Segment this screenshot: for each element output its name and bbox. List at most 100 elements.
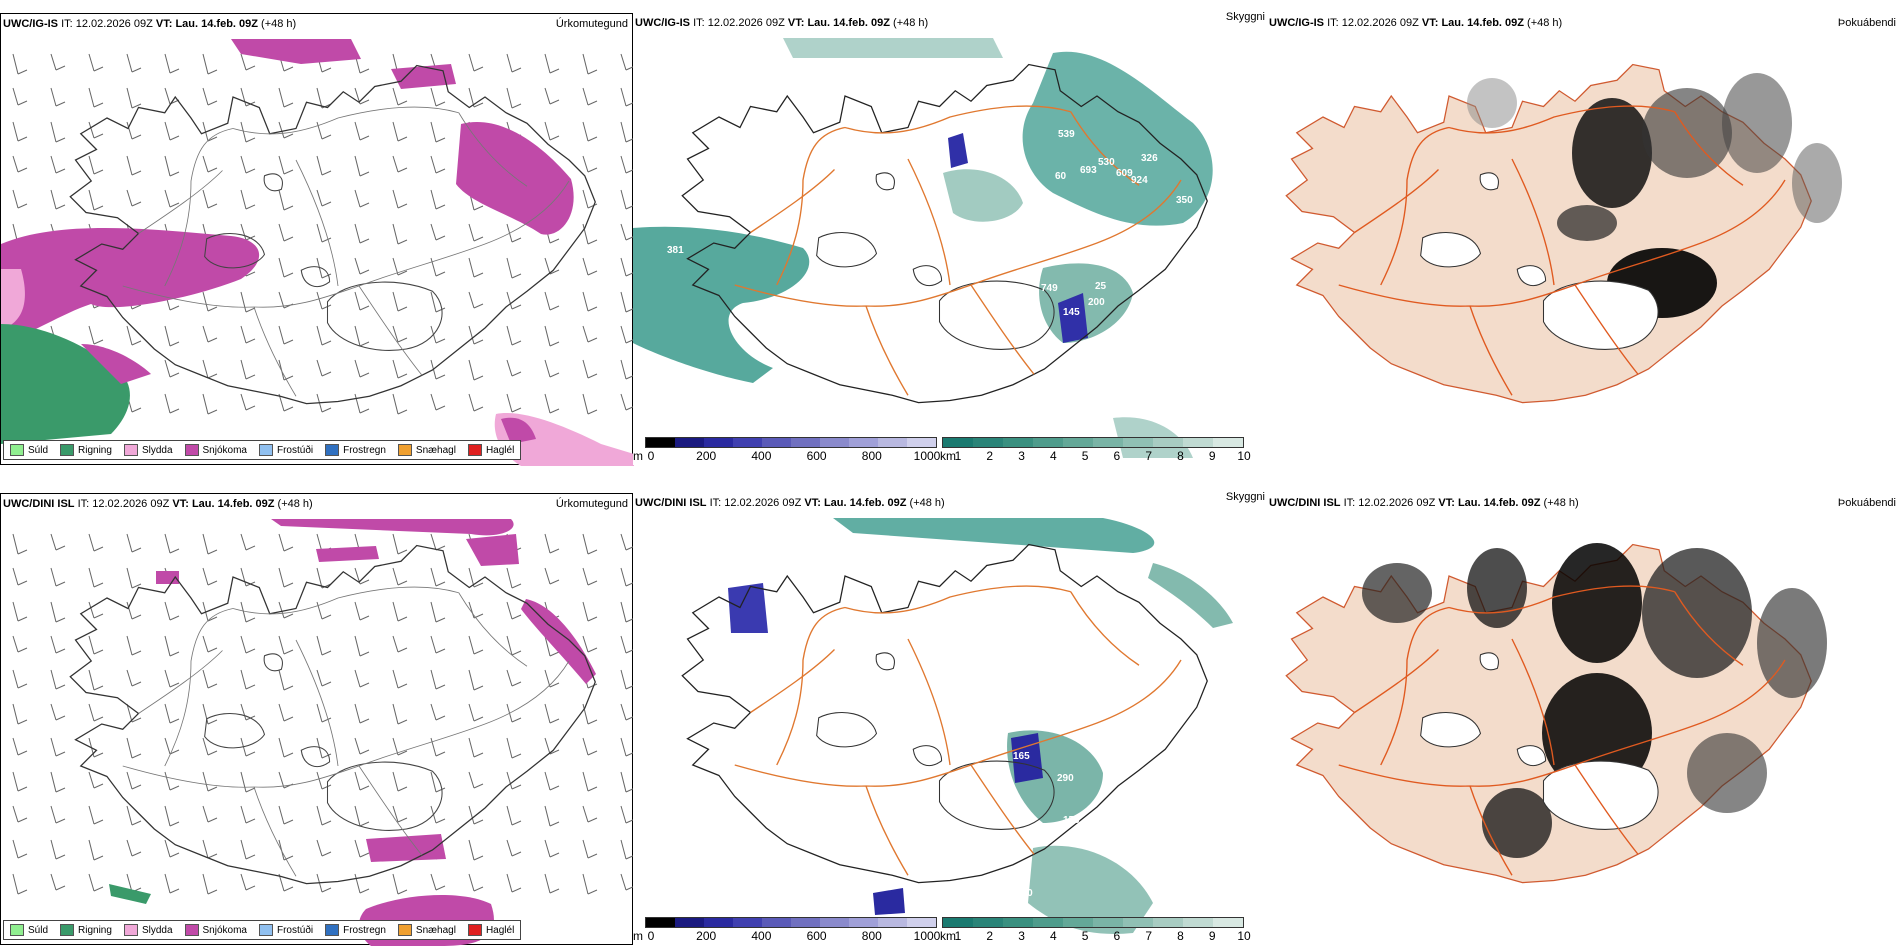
- colorbar-swatch: [704, 438, 733, 447]
- panel-header: UWC/IG-IS IT: 12.02.2026 09Z VT: Lau. 14…: [3, 18, 296, 30]
- wind-barb-staff: [50, 567, 57, 587]
- wind-barb-flag: [511, 371, 522, 377]
- wind-barb-flag: [283, 716, 294, 722]
- snow-area-north-2: [316, 546, 379, 562]
- wind-barb-flag: [207, 100, 218, 106]
- legend-swatch: [258, 444, 273, 456]
- vt-label: VT:: [172, 498, 189, 510]
- lead-time: (+48 h): [909, 497, 945, 509]
- wind-barb-flag: [473, 102, 484, 108]
- fog-area-west: [633, 226, 810, 383]
- glacier-outline: [204, 712, 266, 749]
- wind-barb-staff: [354, 873, 361, 894]
- wind-barb-staff: [202, 737, 209, 756]
- wind-barb-staff: [88, 669, 95, 691]
- wind-barb-staff: [126, 669, 133, 687]
- colorbar-tick: 8: [1177, 449, 1184, 463]
- wind-barb-flag: [17, 889, 28, 895]
- wind-barb-staff: [620, 155, 627, 174]
- colorbar-swatch: [1003, 918, 1033, 927]
- wind-barb-flag: [169, 372, 180, 378]
- wind-barb-staff: [12, 805, 19, 823]
- wind-barb-staff: [430, 291, 437, 313]
- wind-barb-staff: [316, 121, 323, 140]
- wind-barb-staff: [430, 87, 437, 107]
- wind-barb-staff: [316, 805, 323, 826]
- legend-swatch: [10, 444, 24, 456]
- wind-barb-flag: [397, 549, 408, 555]
- wind-barb-flag: [549, 408, 560, 414]
- visibility-value: 924: [1131, 175, 1148, 186]
- lead-time: (+48 h): [1527, 17, 1563, 29]
- wind-barb-staff: [126, 805, 133, 826]
- cloud-patch: [1687, 733, 1767, 813]
- wind-barb-flag: [511, 784, 522, 790]
- wind-barb-staff: [620, 87, 627, 107]
- visibility-panel-1: 381 539 530 326 693 60 609 924 350 749 2…: [633, 11, 1324, 465]
- colorbar-tick: 1000: [913, 929, 941, 943]
- road-line: [458, 112, 528, 187]
- wind-barb-staff: [582, 291, 589, 312]
- colorbar-swatch: [675, 918, 704, 927]
- wind-barb-flag: [473, 375, 484, 381]
- wind-barb-flag: [549, 68, 560, 74]
- colorbar-swatch: [1183, 918, 1213, 927]
- wind-barb-staff: [202, 839, 209, 859]
- wind-barb-staff: [88, 873, 95, 892]
- colorbar-tick: 400: [751, 929, 772, 943]
- wind-barb-staff: [316, 257, 323, 279]
- legend-swatch: [258, 924, 273, 936]
- visibility-value: 326: [1141, 153, 1158, 164]
- it-label: IT:: [61, 18, 73, 30]
- wind-barb-flag: [283, 582, 294, 588]
- wind-barb-staff: [12, 53, 19, 75]
- wind-barb-flag: [283, 236, 294, 242]
- wind-barb-flag: [245, 818, 256, 824]
- visibility-map-2: 165 290 150 930 40: [681, 518, 1233, 934]
- colorbar-tick: 8: [1177, 929, 1184, 943]
- wind-barb-staff: [12, 533, 19, 555]
- wind-barb-staff: [278, 533, 285, 552]
- wind-barb-flag: [283, 406, 294, 412]
- visibility-panel-2: 165 290 150 930 40 UWC/DINI ISL IT: 12.0…: [633, 491, 1324, 945]
- glacier-outline: [816, 231, 878, 268]
- wind-barb-flag: [397, 167, 408, 173]
- road-line: [1469, 305, 1513, 396]
- wind-barb-staff: [392, 567, 399, 586]
- precip-type-map-1: [1, 39, 634, 466]
- wind-barb-flag: [283, 133, 294, 139]
- wind-barb-flag: [359, 749, 370, 755]
- wind-barb-flag: [169, 749, 180, 755]
- colorbar-swatch: [733, 438, 762, 447]
- wind-barb-flag: [93, 205, 104, 211]
- wind-barb-staff: [164, 601, 171, 621]
- snow-area-north: [271, 519, 514, 536]
- wind-barb-staff: [582, 703, 589, 725]
- vt-value: Lau. 14.feb. 09Z: [807, 17, 890, 29]
- colorbar-swatch: [1063, 918, 1093, 927]
- wind-barb-staff: [164, 87, 171, 105]
- glacier-outline: [1420, 711, 1482, 748]
- wind-barb-flag: [207, 786, 218, 792]
- wind-barb-flag: [587, 647, 598, 653]
- colorbar-tick: 0: [647, 929, 655, 943]
- wind-barb-flag: [131, 547, 142, 553]
- wind-barb-staff: [240, 703, 247, 721]
- road-line: [844, 105, 1071, 134]
- wind-barb-staff: [278, 155, 285, 175]
- wind-barb-staff: [278, 771, 285, 789]
- colorbar-tick: 3: [1018, 449, 1025, 463]
- legend-item: Rigning: [60, 924, 112, 936]
- colorbar-swatch: [849, 438, 878, 447]
- wind-barb-staff: [582, 533, 589, 555]
- wind-barb-flag: [473, 272, 484, 278]
- wind-barb-staff: [430, 533, 437, 551]
- wind-barb-flag: [511, 717, 522, 723]
- wind-barb-staff: [316, 223, 323, 243]
- wind-barb-staff: [202, 805, 209, 823]
- road-line: [164, 128, 234, 287]
- colorbar-tick: 0: [647, 449, 655, 463]
- wind-barb-flag: [321, 237, 332, 243]
- wind-barb-flag: [245, 545, 256, 551]
- legend-item: Slydda: [123, 924, 173, 936]
